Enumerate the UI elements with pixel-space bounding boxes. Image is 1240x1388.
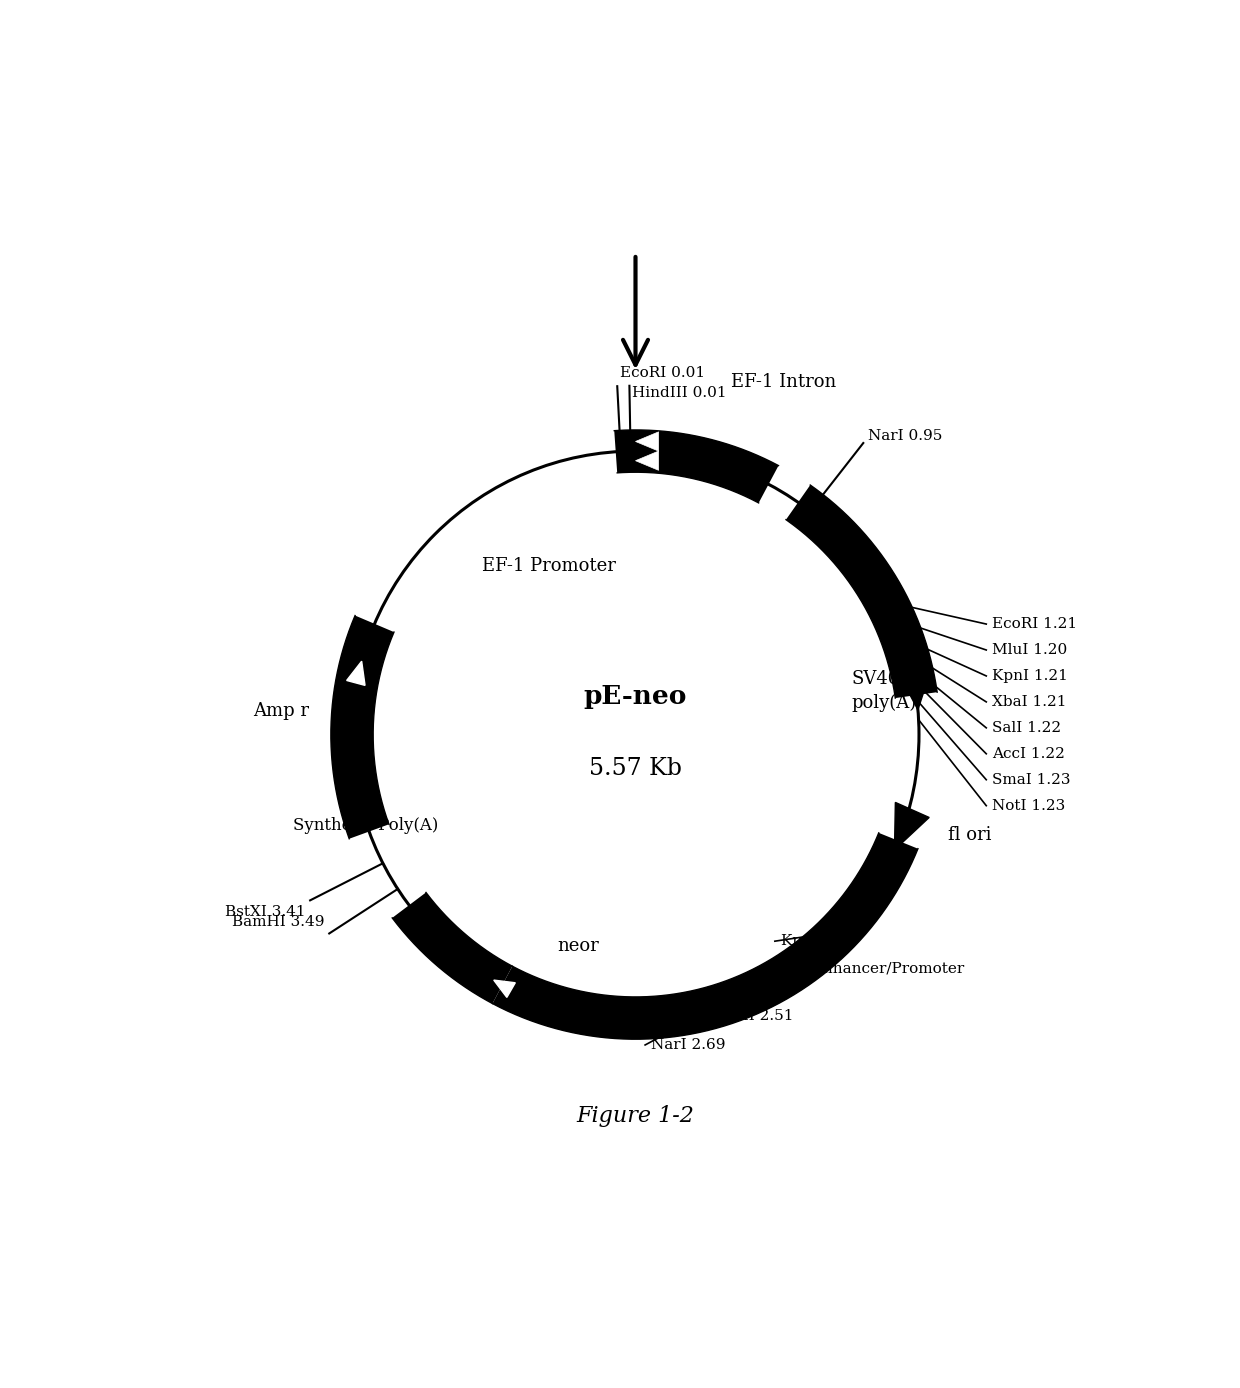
Text: BstXI 3.41: BstXI 3.41 — [224, 905, 305, 919]
Text: Figure 1-2: Figure 1-2 — [577, 1105, 694, 1127]
Text: EcoRI 0.01: EcoRI 0.01 — [620, 366, 706, 380]
Text: KpnI 2.15: KpnI 2.15 — [781, 934, 857, 948]
Text: EcoRI 1.21: EcoRI 1.21 — [992, 618, 1078, 632]
Polygon shape — [786, 484, 937, 698]
Text: Amp r: Amp r — [253, 701, 309, 719]
Text: XbaI 1.21: XbaI 1.21 — [992, 695, 1066, 709]
Polygon shape — [492, 833, 918, 1040]
Polygon shape — [331, 615, 394, 838]
Polygon shape — [392, 892, 512, 1004]
Polygon shape — [894, 802, 929, 849]
Polygon shape — [908, 690, 925, 709]
Polygon shape — [635, 432, 658, 451]
Text: pE-neo: pE-neo — [584, 684, 687, 709]
Text: MluI 1.20: MluI 1.20 — [992, 643, 1068, 657]
Text: AccI 1.22: AccI 1.22 — [992, 747, 1065, 761]
Text: EF-1 Intron: EF-1 Intron — [732, 373, 837, 391]
Text: SV40late
poly(A): SV40late poly(A) — [852, 670, 935, 712]
Text: SalI 1.22: SalI 1.22 — [992, 720, 1061, 734]
Text: NarI 2.69: NarI 2.69 — [651, 1038, 725, 1052]
Text: SmaI 1.23: SmaI 1.23 — [992, 773, 1070, 787]
Polygon shape — [614, 430, 779, 502]
Polygon shape — [635, 451, 658, 471]
Text: 5.57 Kb: 5.57 Kb — [589, 756, 682, 780]
Text: HindIII 2.51: HindIII 2.51 — [699, 1009, 794, 1023]
Text: SV40 Enhancer/Promoter: SV40 Enhancer/Promoter — [766, 960, 965, 976]
Text: neor: neor — [557, 937, 599, 955]
Text: HindIII 0.01: HindIII 0.01 — [632, 386, 727, 400]
Text: Synthetic Poly(A): Synthetic Poly(A) — [293, 818, 439, 834]
Text: EF-1 Promoter: EF-1 Promoter — [482, 558, 616, 576]
Text: NarI 0.95: NarI 0.95 — [868, 429, 942, 443]
Polygon shape — [494, 980, 516, 998]
Text: NotI 1.23: NotI 1.23 — [992, 798, 1065, 813]
Text: BamHI 3.49: BamHI 3.49 — [232, 915, 325, 929]
Text: fl ori: fl ori — [947, 826, 991, 844]
Text: SfiI 2.44: SfiI 2.44 — [723, 985, 789, 999]
Polygon shape — [347, 661, 365, 686]
Text: KpnI 1.21: KpnI 1.21 — [992, 669, 1068, 683]
